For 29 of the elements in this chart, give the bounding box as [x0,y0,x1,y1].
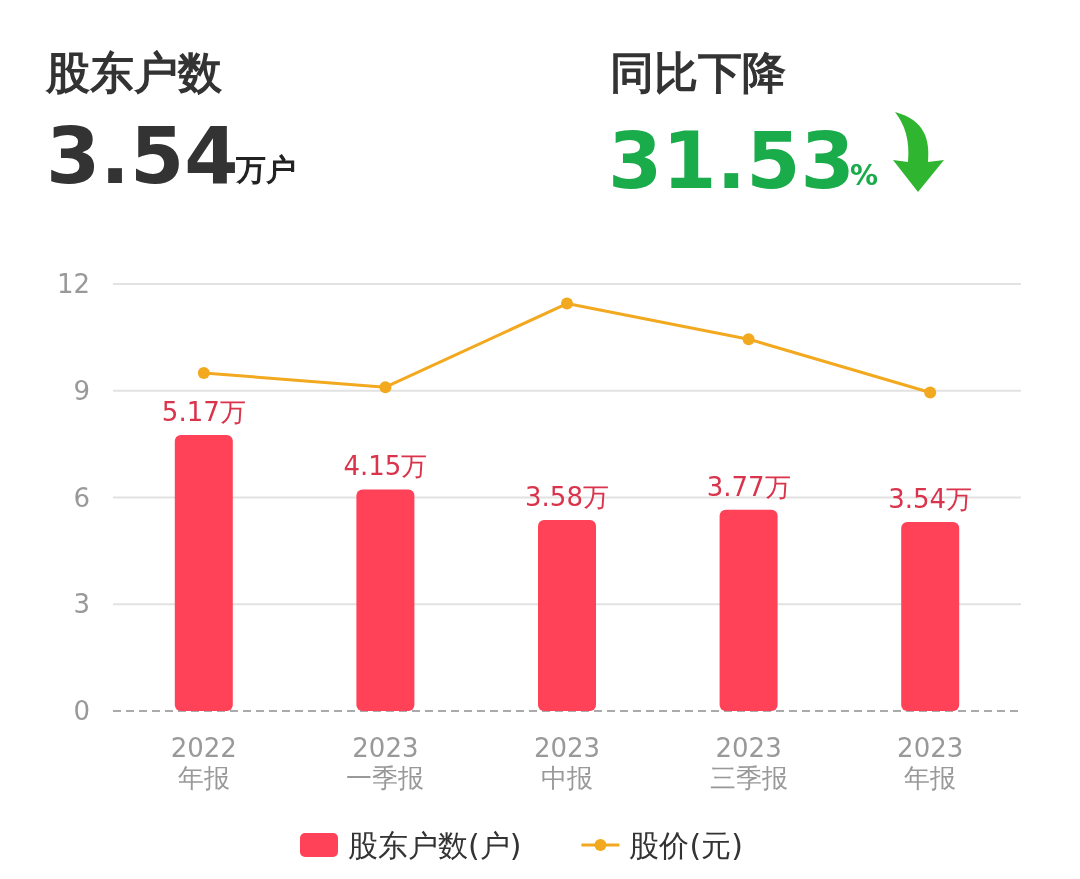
bar [356,489,415,711]
bar [174,435,233,711]
data-label: 3.54万 [888,484,973,515]
x-tick-label: 2023 三季报 [709,733,788,793]
point [742,333,755,346]
y-tick-label: 6 [73,482,90,513]
bar [538,519,596,711]
y-tick-label: 9 [73,375,90,406]
point [379,381,392,394]
legend-label: 股价(元) [629,828,743,863]
data-label: 5.17万 [161,397,246,428]
x-tick-label: 2023 一季报 [346,733,425,793]
y-tick-label: 3 [73,589,90,620]
point [197,366,210,379]
bar [901,522,960,711]
point [924,386,937,399]
point [561,297,573,310]
x-tick-label: 2023 年报 [897,733,964,793]
bar [719,509,778,711]
data-label: 3.77万 [706,471,791,502]
data-label: 4.15万 [343,451,428,482]
chart-title: 股东户数 [45,47,223,98]
legend-label: 股东户数(户) [348,828,522,863]
y-tick-label: 12 [56,269,90,299]
y-tick-label: 0 [73,696,90,726]
text: 同比下降 [610,47,786,98]
x-tick-label: 2023 中报 [533,733,601,793]
x-tick-label: 2022 年报 [170,733,237,793]
data-label: 3.58万 [525,481,609,512]
